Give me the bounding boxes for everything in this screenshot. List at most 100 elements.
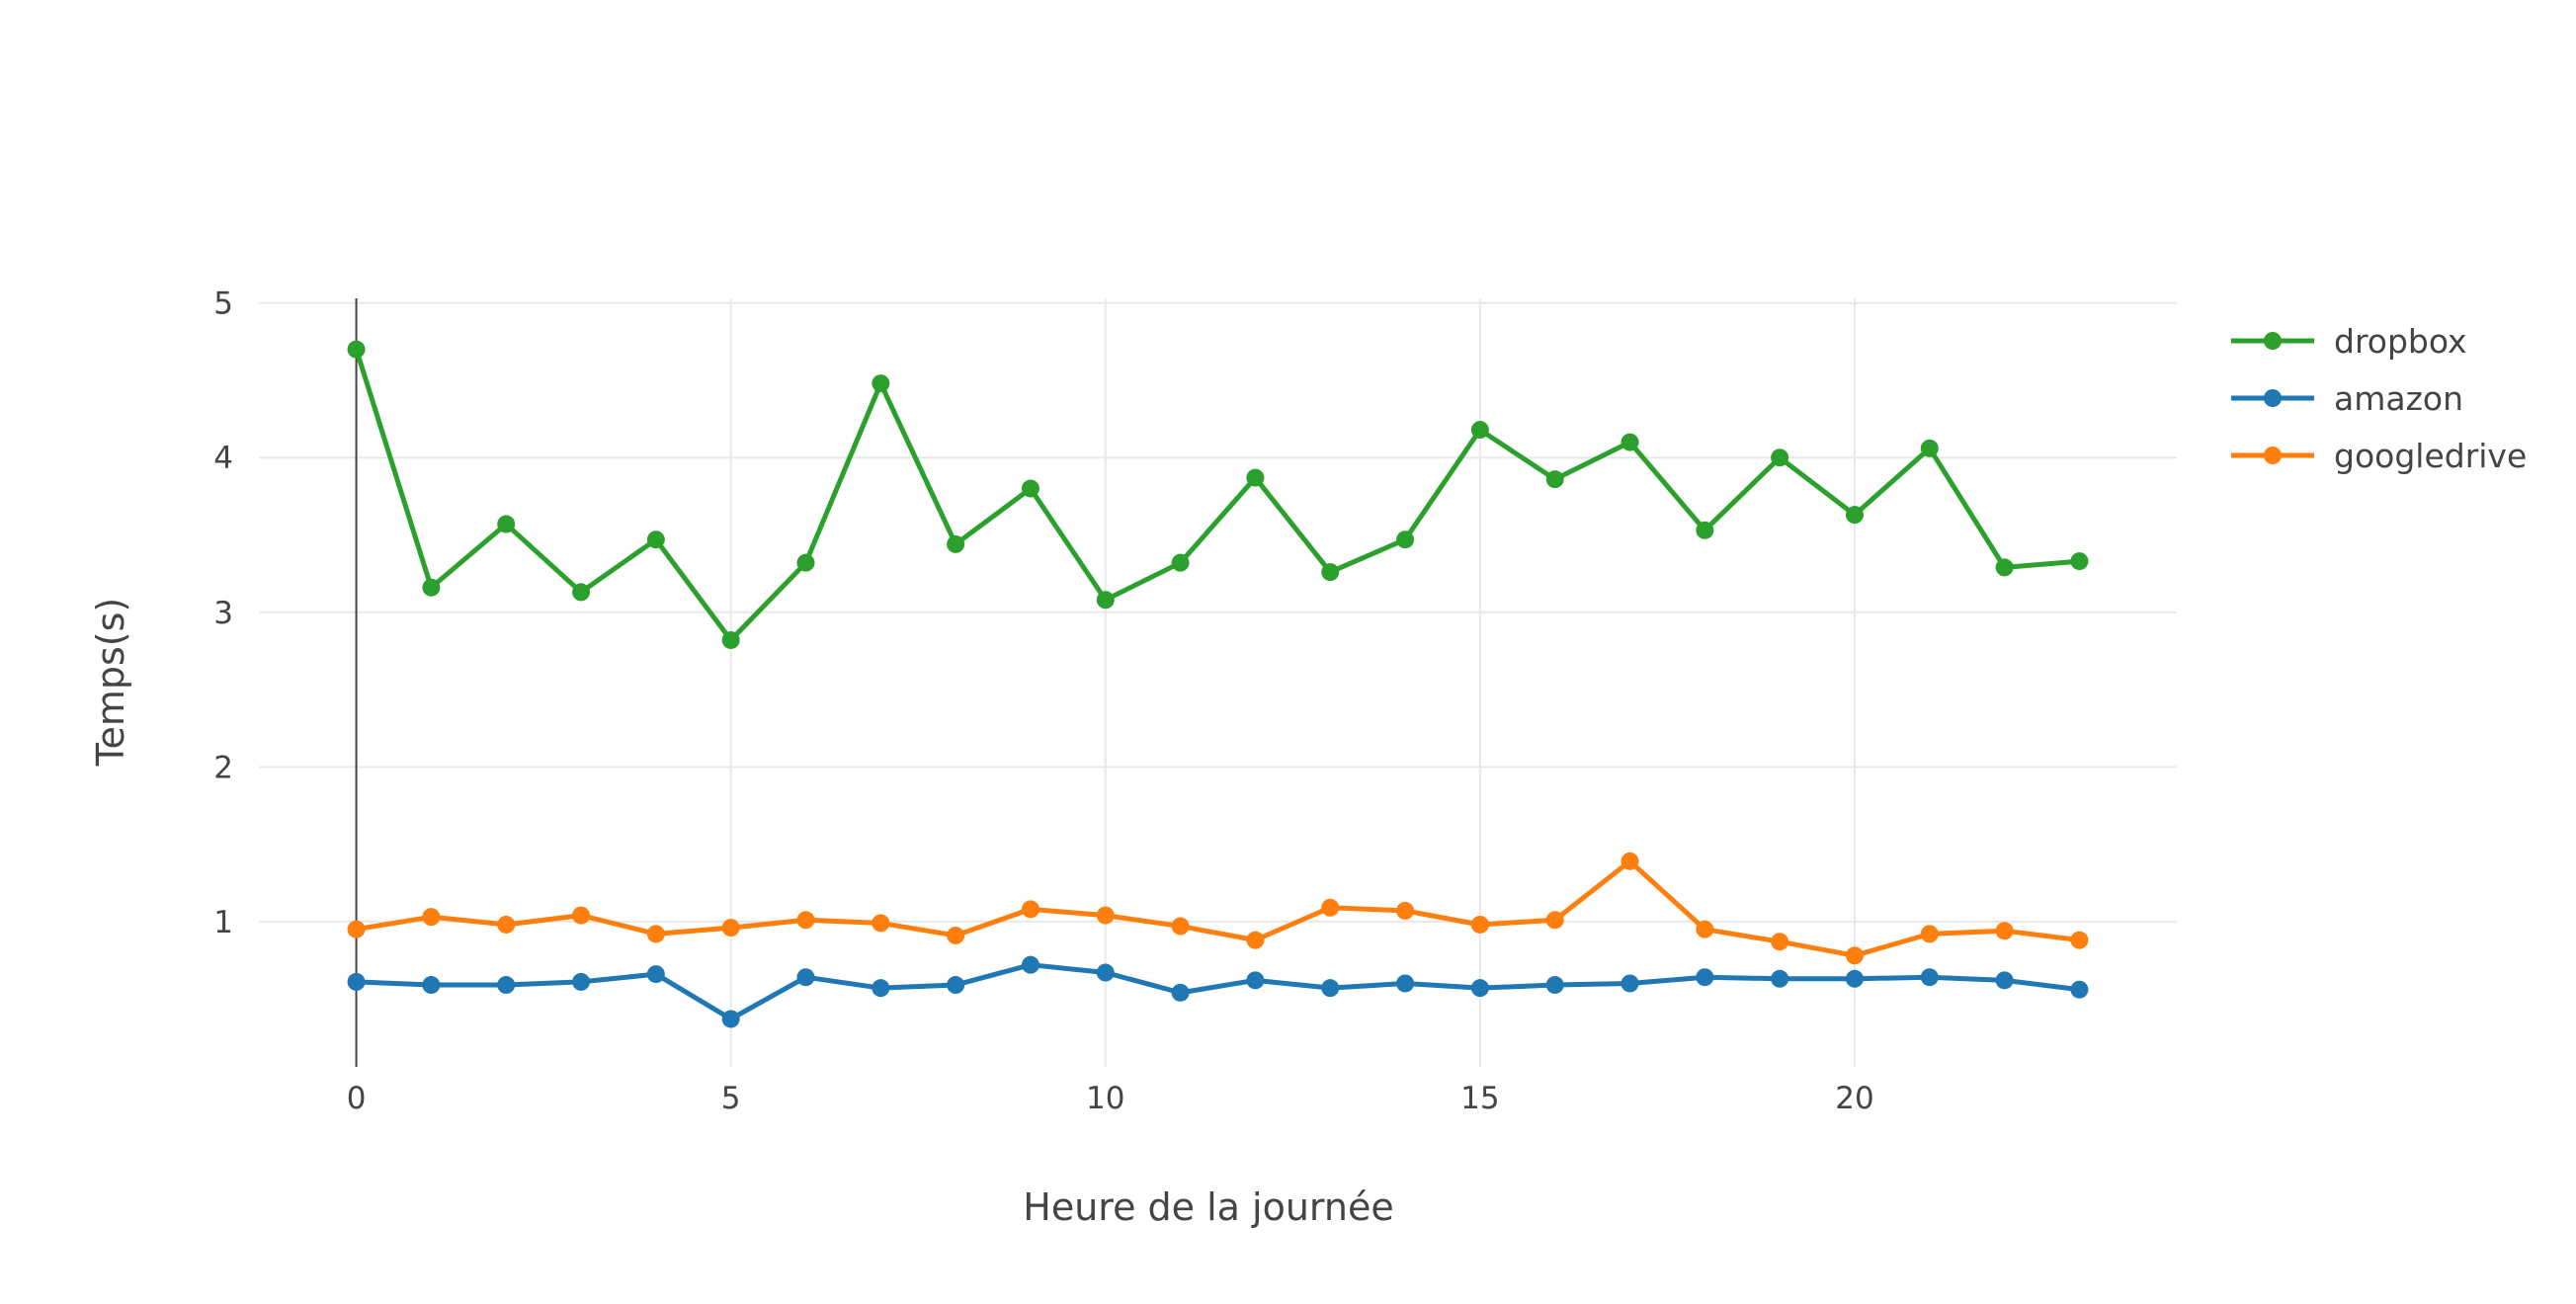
data-point-googledrive xyxy=(1470,915,1489,934)
data-point-amazon xyxy=(2070,980,2089,999)
data-point-dropbox xyxy=(1321,563,1340,582)
data-point-amazon xyxy=(796,968,815,987)
grid-lines xyxy=(259,298,2177,1067)
legend-item-amazon: amazon xyxy=(2231,379,2463,418)
data-point-googledrive xyxy=(1920,925,1939,943)
data-point-googledrive xyxy=(1620,852,1639,870)
x-tick-label: 0 xyxy=(347,1081,367,1116)
y-axis-title: Temps(s) xyxy=(89,598,132,768)
data-point-dropbox xyxy=(721,630,740,649)
x-tick-label: 5 xyxy=(721,1081,741,1116)
data-point-dropbox xyxy=(1696,521,1714,539)
data-point-dropbox xyxy=(497,515,516,533)
data-point-dropbox xyxy=(947,534,965,553)
data-point-googledrive xyxy=(1545,911,1564,930)
data-point-dropbox xyxy=(1021,479,1039,498)
data-point-googledrive xyxy=(646,925,665,943)
data-point-googledrive xyxy=(721,919,740,937)
data-point-dropbox xyxy=(347,340,366,359)
data-point-amazon xyxy=(1620,974,1639,993)
data-point-googledrive xyxy=(1096,906,1115,925)
data-point-amazon xyxy=(422,976,441,995)
data-point-dropbox xyxy=(872,374,890,393)
data-point-dropbox xyxy=(1171,553,1190,572)
data-point-dropbox xyxy=(572,583,591,602)
data-point-dropbox xyxy=(1995,558,2014,577)
data-point-googledrive xyxy=(422,908,441,927)
data-point-googledrive xyxy=(2070,931,2089,949)
data-point-amazon xyxy=(572,972,591,991)
data-point-amazon xyxy=(1396,974,1415,993)
data-point-amazon xyxy=(1096,963,1115,982)
data-point-googledrive xyxy=(347,920,366,938)
data-point-amazon xyxy=(1321,979,1340,998)
data-point-googledrive xyxy=(1771,933,1789,951)
y-tick-label: 3 xyxy=(213,596,233,631)
data-point-dropbox xyxy=(2070,552,2089,571)
data-point-amazon xyxy=(646,965,665,984)
legend-marker xyxy=(2264,447,2282,464)
data-point-amazon xyxy=(1470,979,1489,998)
data-point-dropbox xyxy=(1545,470,1564,489)
x-tick-label: 10 xyxy=(1086,1081,1124,1116)
legend-marker xyxy=(2264,332,2282,350)
data-point-dropbox xyxy=(1470,421,1489,440)
data-point-amazon xyxy=(1920,968,1939,987)
series-line-amazon xyxy=(354,962,2082,1021)
data-point-dropbox xyxy=(1771,448,1789,467)
y-tick-label: 5 xyxy=(213,286,233,322)
legend-item-googledrive: googledrive xyxy=(2231,437,2527,475)
x-axis-title: Heure de la journée xyxy=(1023,1185,1393,1229)
series-line-googledrive xyxy=(354,858,2082,958)
data-point-amazon xyxy=(1021,955,1039,974)
legend-label: dropbox xyxy=(2334,322,2467,361)
data-point-dropbox xyxy=(1246,468,1265,487)
data-point-googledrive xyxy=(1021,900,1039,919)
data-point-googledrive xyxy=(572,906,591,925)
data-point-googledrive xyxy=(1171,917,1190,936)
data-point-amazon xyxy=(1845,969,1864,988)
data-point-googledrive xyxy=(1845,946,1864,965)
data-point-amazon xyxy=(497,976,516,995)
data-point-dropbox xyxy=(1620,433,1639,451)
series-group xyxy=(347,340,2089,1028)
data-point-dropbox xyxy=(1920,439,1939,457)
data-point-amazon xyxy=(1696,968,1714,987)
data-point-amazon xyxy=(1995,971,2014,990)
data-point-dropbox xyxy=(1096,591,1115,610)
data-point-googledrive xyxy=(872,914,890,933)
x-tick-labels: 0 5 10 15 20 xyxy=(347,1081,1874,1116)
data-point-googledrive xyxy=(1995,922,2014,940)
data-point-amazon xyxy=(1171,983,1190,1002)
legend-item-dropbox: dropbox xyxy=(2231,322,2467,361)
data-point-dropbox xyxy=(1845,506,1864,525)
data-point-dropbox xyxy=(796,553,815,572)
data-point-googledrive xyxy=(1696,920,1714,938)
data-point-amazon xyxy=(1771,969,1789,988)
data-point-dropbox xyxy=(1396,530,1415,549)
legend-label: amazon xyxy=(2334,379,2463,418)
data-point-googledrive xyxy=(796,911,815,930)
data-point-dropbox xyxy=(646,530,665,549)
series-googledrive xyxy=(347,852,2089,965)
y-tick-labels: 1 2 3 4 5 xyxy=(213,286,233,940)
data-point-dropbox xyxy=(422,578,441,597)
data-point-googledrive xyxy=(1396,901,1415,920)
series-line-dropbox xyxy=(354,347,2082,643)
series-amazon xyxy=(347,955,2089,1028)
legend-label: googledrive xyxy=(2334,437,2527,475)
data-point-googledrive xyxy=(1321,898,1340,917)
data-point-amazon xyxy=(1246,971,1265,990)
y-tick-label: 2 xyxy=(213,750,233,785)
legend-marker xyxy=(2264,389,2282,407)
data-point-amazon xyxy=(947,976,965,995)
data-point-amazon xyxy=(872,979,890,998)
x-tick-label: 20 xyxy=(1835,1081,1873,1116)
data-point-amazon xyxy=(721,1010,740,1028)
data-point-amazon xyxy=(1545,976,1564,995)
x-tick-label: 15 xyxy=(1460,1081,1499,1116)
y-tick-label: 4 xyxy=(213,441,233,476)
legend: dropbox amazon googledrive xyxy=(2231,322,2527,475)
